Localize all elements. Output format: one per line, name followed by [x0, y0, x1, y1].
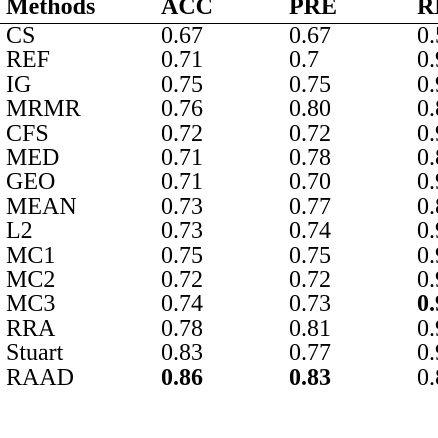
cell-method: GEO [6, 170, 56, 195]
cell-method: L2 [6, 219, 33, 244]
table-body: CS0.670.670.5REF0.710.70.9IG0.750.750.9M… [0, 24, 438, 390]
cell-acc: 0.74 [161, 292, 203, 317]
cell-acc: 0.75 [161, 243, 203, 269]
cell-acc: 0.83 [161, 341, 203, 366]
cell-pre: 0.67 [289, 23, 331, 49]
table-row: Stuart 0.83 0.77 0.9 [0, 341, 438, 365]
cell-re: 0.9 [417, 316, 438, 342]
cell-acc: 0.76 [161, 97, 203, 122]
results-table: Methods ACC PRE RE CS0.670.670.5REF0.710… [0, 0, 438, 390]
cell-pre: 0.74 [289, 219, 331, 244]
cell-pre: 0.7 [289, 48, 319, 73]
table-row: GEO 0.71 0.70 0.9 [0, 170, 438, 194]
cell-acc: 0.72 [161, 268, 203, 293]
cell-method: MEAN [6, 194, 77, 220]
table-row: L2 0.73 0.74 0.9 [0, 219, 438, 243]
cell-re: 0.8 [417, 365, 438, 391]
table-row: MEAN 0.73 0.77 0.8 [0, 195, 438, 219]
cell-acc: 0.71 [161, 170, 203, 195]
table-row: MC1 0.75 0.75 0.9 [0, 244, 438, 268]
cell-method: IG [6, 72, 32, 98]
cell-pre: 0.75 [289, 72, 331, 98]
table-row: RAAD 0.86 0.83 0.8 [0, 366, 438, 390]
cell-acc: 0.73 [161, 194, 203, 220]
header-re: RE [411, 0, 438, 24]
header-methods: Methods [0, 0, 155, 24]
cell-method: RAAD [6, 365, 75, 391]
cell-re: 0.5 [417, 23, 438, 49]
cell-pre: 0.78 [289, 146, 331, 171]
cell-re: 0.9 [417, 48, 438, 73]
header-acc: ACC [155, 0, 283, 24]
cell-re: 0.9 [417, 243, 438, 269]
table-row: CS 0.67 0.67 0.5 [0, 24, 438, 49]
cell-re: 0.9 [417, 219, 438, 244]
cell-pre: 0.83 [289, 365, 331, 391]
cell-acc: 0.78 [161, 316, 203, 342]
cell-acc: 0.86 [161, 365, 203, 391]
cell-re: 0.9 [417, 72, 438, 98]
table-row: MC2 0.72 0.72 0.9 [0, 268, 438, 292]
cell-method: CS [6, 23, 36, 49]
cell-acc: 0.67 [161, 23, 203, 49]
cell-re: 0.8 [417, 146, 438, 171]
cell-re: 0.9 [417, 292, 438, 317]
table-row: RRA 0.78 0.81 0.9 [0, 317, 438, 341]
cell-method: MED [6, 146, 60, 171]
cell-pre: 0.72 [289, 121, 331, 147]
cell-method: Stuart [6, 341, 64, 366]
cell-re: 0.8 [417, 97, 438, 122]
table-row: MRMR 0.76 0.80 0.8 [0, 97, 438, 121]
cell-re: 0.9 [417, 121, 438, 147]
header-row: Methods ACC PRE RE [0, 0, 438, 24]
header-pre: PRE [283, 0, 411, 24]
cell-acc: 0.75 [161, 72, 203, 98]
cell-pre: 0.72 [289, 268, 331, 293]
cell-method: RRA [6, 316, 56, 342]
cell-acc: 0.73 [161, 219, 203, 244]
cell-method: MC1 [6, 243, 56, 269]
cell-pre: 0.81 [289, 316, 331, 342]
cell-pre: 0.70 [289, 170, 331, 195]
cell-acc: 0.72 [161, 121, 203, 147]
cell-method: MC2 [6, 268, 56, 293]
cell-pre: 0.77 [289, 194, 331, 220]
table-row: REF 0.71 0.7 0.9 [0, 48, 438, 72]
cell-method: REF [6, 48, 51, 73]
cell-pre: 0.73 [289, 292, 331, 317]
cell-acc: 0.71 [161, 48, 203, 73]
cell-pre: 0.80 [289, 97, 331, 122]
cell-re: 0.9 [417, 170, 438, 195]
cell-pre: 0.77 [289, 341, 331, 366]
table-row: IG 0.75 0.75 0.9 [0, 73, 438, 97]
cell-acc: 0.71 [161, 146, 203, 171]
cell-method: MC3 [6, 292, 56, 317]
cell-pre: 0.75 [289, 243, 331, 269]
table-row: MED 0.71 0.78 0.8 [0, 146, 438, 170]
cell-re: 0.9 [417, 341, 438, 366]
table-row: MC3 0.74 0.73 0.9 [0, 292, 438, 316]
cell-method: CFS [6, 121, 49, 147]
table-row: CFS 0.72 0.72 0.9 [0, 122, 438, 146]
cell-method: MRMR [6, 97, 81, 122]
cell-re: 0.8 [417, 194, 438, 220]
cell-re: 0.9 [417, 268, 438, 293]
